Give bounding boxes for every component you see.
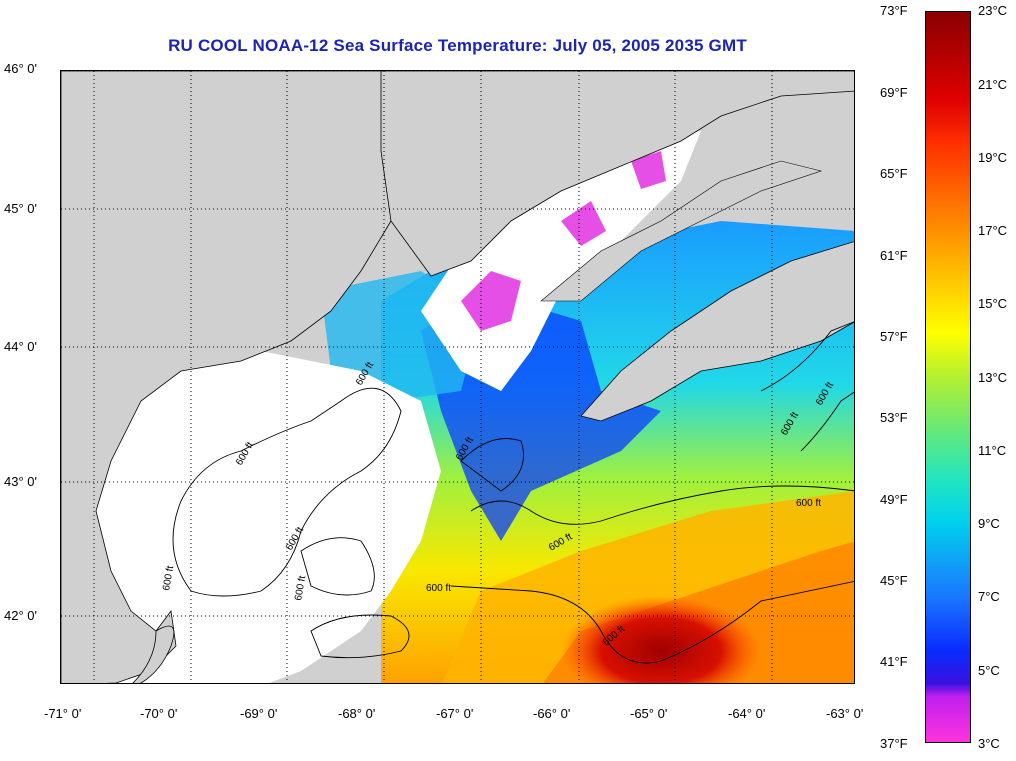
- colorbar-f-49: 49°F: [880, 492, 908, 507]
- lon-label-63: -63° 0': [826, 706, 864, 721]
- cloud-cover-west: [61, 351, 441, 683]
- map-title: RU COOL NOAA-12 Sea Surface Temperature:…: [168, 36, 747, 55]
- colorbar-c-19: 19°C: [978, 150, 1008, 165]
- land-nova-scotia: [580, 241, 854, 422]
- colorbar-f-53: 53°F: [880, 410, 908, 425]
- colorbar-c-11: 11°C: [978, 443, 1007, 458]
- colorbar-f-61: 61°F: [880, 248, 908, 263]
- temperature-colorbar: [925, 11, 971, 743]
- colorbar-f-73: 73°F: [880, 3, 908, 18]
- contour-label-4: 600 ft: [161, 565, 176, 592]
- lon-label-66: -66° 0': [533, 706, 571, 721]
- land-new-brunswick: [380, 71, 854, 277]
- lon-label-64: -64° 0': [728, 706, 766, 721]
- sst-map-canvas: 600 ft 600 ft 600 ft 600 ft 600 ft 600 f…: [61, 71, 854, 683]
- colorbar-f-45: 45°F: [880, 573, 908, 588]
- sst-map: 600 ft 600 ft 600 ft 600 ft 600 ft 600 f…: [60, 70, 855, 684]
- lat-label-42: 42° 0': [4, 608, 37, 623]
- colorbar-c-9: 9°C: [978, 516, 1000, 531]
- colorbar-f-41: 41°F: [880, 654, 908, 669]
- lat-label-45: 45° 0': [4, 201, 37, 216]
- colorbar-c-17: 17°C: [978, 223, 1008, 238]
- colorbar-f-65: 65°F: [880, 166, 908, 181]
- magenta-cold-cells: [461, 151, 666, 331]
- colorbar-c-7: 7°C: [978, 589, 1000, 604]
- colorbar-f-37: 37°F: [880, 736, 908, 751]
- graticule: [61, 71, 854, 683]
- contour-label-8: 600 ft: [796, 498, 821, 509]
- lon-label-68: -68° 0': [338, 706, 376, 721]
- colorbar-f-57: 57°F: [880, 329, 908, 344]
- lat-label-44: 44° 0': [4, 339, 37, 354]
- lon-label-70: -70° 0': [140, 706, 178, 721]
- colorbar-c-5: 5°C: [978, 663, 1000, 678]
- lon-label-69: -69° 0': [240, 706, 278, 721]
- lon-label-65: -65° 0': [630, 706, 668, 721]
- colorbar-c-3: 3°C: [978, 736, 1000, 751]
- warm-eddy: [561, 596, 761, 683]
- lon-label-67: -67° 0': [436, 706, 474, 721]
- contour-label-6: 600 ft: [426, 583, 451, 594]
- lon-label-71: -71° 0': [44, 706, 82, 721]
- land-nova-scotia-north: [540, 160, 823, 302]
- cape-cod: [132, 625, 175, 683]
- contour-label-5: 600 ft: [293, 575, 308, 602]
- colorbar-c-13: 13°C: [978, 370, 1008, 385]
- colorbar-f-69: 69°F: [880, 85, 908, 100]
- colorbar-c-21: 21°C: [978, 77, 1008, 92]
- bathymetry-contours: [172, 321, 854, 664]
- colorbar-c-15: 15°C: [978, 296, 1008, 311]
- lat-label-43: 43° 0': [4, 474, 37, 489]
- lat-label-46: 46° 0': [4, 61, 37, 76]
- colorbar-c-23: 23°C: [978, 3, 1008, 18]
